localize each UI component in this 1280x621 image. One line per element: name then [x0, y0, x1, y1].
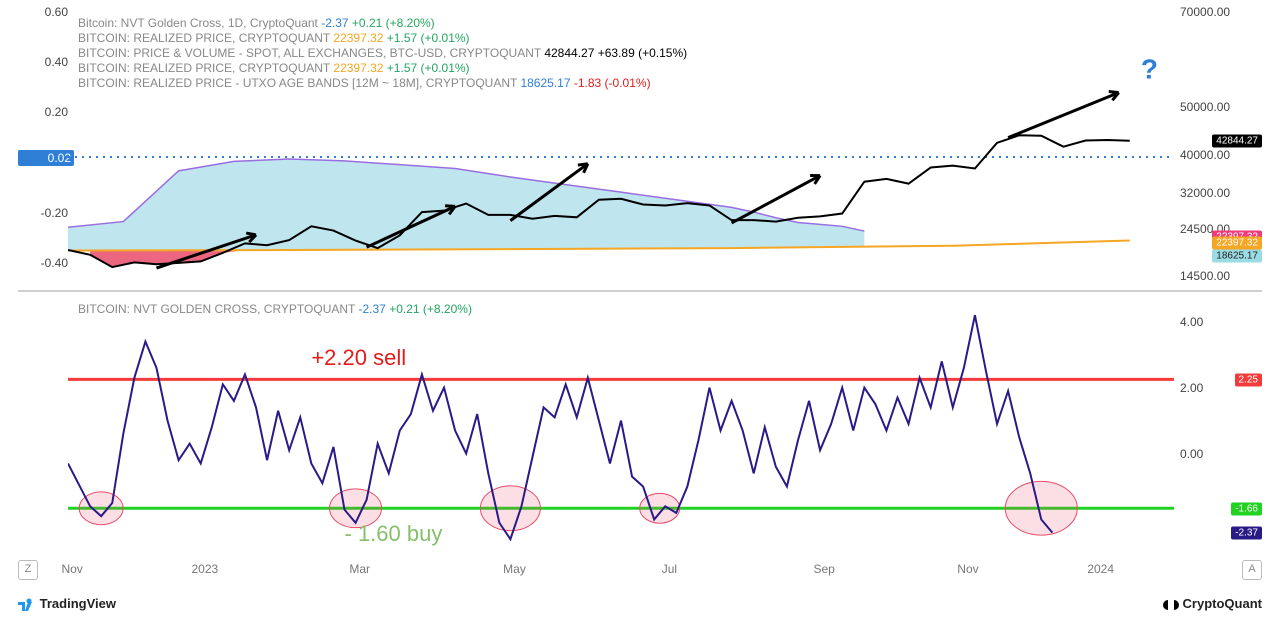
legend-top: Bitcoin: NVT Golden Cross, 1D, CryptoQua… [78, 16, 687, 91]
cryptoquant-label: CryptoQuant [1183, 596, 1262, 611]
buy-annotation: - 1.60 buy [345, 521, 443, 547]
panel-divider [18, 290, 1262, 292]
svg-text:?: ? [1141, 53, 1158, 84]
tradingview-label: TradingView [40, 596, 116, 611]
nvt-panel[interactable]: 4.002.000.002.25-1.66-2.37 BITCOIN: NVT … [18, 302, 1262, 560]
tradingview-logo[interactable]: TradingView [18, 596, 116, 612]
legend-bot: BITCOIN: NVT GOLDEN CROSS, CRYPTOQUANT -… [78, 302, 472, 317]
root: 0.600.400.200.02-0.20-0.40 ? 70000.00500… [0, 0, 1280, 621]
time-axis: Nov2023MarMayJulSepNov2024 [50, 562, 1192, 582]
right-y-axis: 70000.0050000.0040000.0032000.0024500.00… [1174, 12, 1262, 288]
price-panel[interactable]: 0.600.400.200.02-0.20-0.40 ? 70000.00500… [18, 12, 1262, 288]
sell-annotation: +2.20 sell [311, 345, 406, 371]
scale-right-button[interactable]: A [1242, 560, 1262, 580]
scale-left-button[interactable]: Z [18, 560, 38, 580]
cryptoquant-logo[interactable]: CryptoQuant [1163, 596, 1262, 612]
left-y-axis-blank [18, 302, 68, 560]
left-y-axis: 0.600.400.200.02-0.20-0.40 [18, 12, 68, 288]
nvt-plot[interactable] [68, 302, 1174, 560]
right-y-axis-nvt: 4.002.000.002.25-1.66-2.37 [1174, 302, 1262, 560]
footer: TradingView CryptoQuant [18, 593, 1262, 615]
